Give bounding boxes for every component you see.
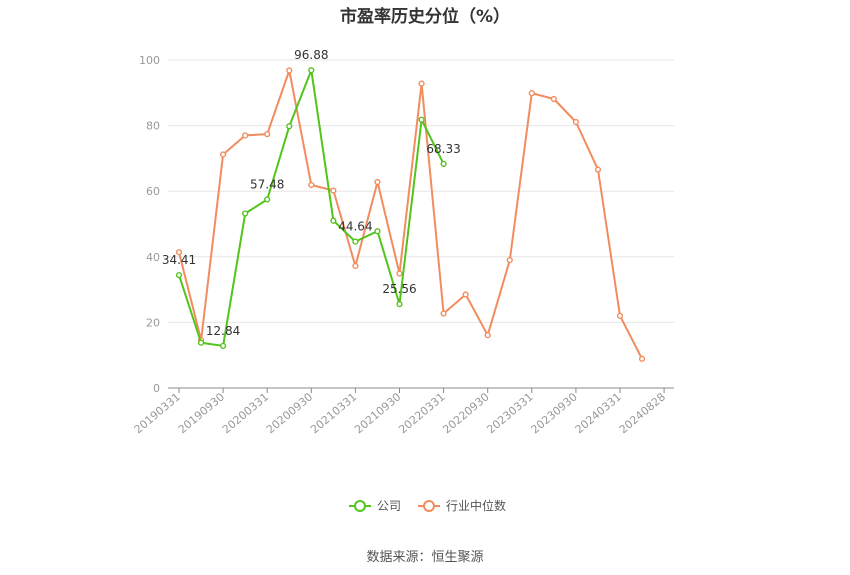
legend-marker	[423, 500, 435, 512]
x-tick-label: 20230930	[529, 390, 580, 436]
legend-label: 行业中位数	[446, 498, 506, 513]
chart-title: 市盈率历史分位（%）	[339, 7, 511, 27]
data-point	[308, 181, 315, 189]
grid-layer	[168, 59, 674, 323]
data-point	[440, 160, 447, 167]
data-point	[506, 256, 513, 264]
data-point	[374, 228, 381, 235]
data-point	[264, 196, 271, 203]
data-point	[418, 80, 425, 87]
data-label: 12.84	[206, 324, 240, 338]
data-point	[330, 217, 337, 224]
x-tick-label: 20190331	[132, 390, 183, 436]
data-point	[220, 151, 227, 158]
data-point	[264, 131, 271, 138]
x-tick-label: 20200331	[220, 390, 271, 436]
x-tick-label: 20240331	[573, 390, 624, 436]
data-point	[418, 116, 425, 123]
y-tick-label: 40	[146, 251, 160, 264]
data-point	[286, 67, 293, 74]
series-line	[178, 69, 643, 360]
series-layer	[175, 67, 646, 362]
data-point	[175, 272, 183, 279]
data-point	[242, 210, 249, 217]
data-point	[484, 332, 491, 339]
series-line	[178, 69, 445, 347]
data-point	[616, 312, 624, 319]
y-tick-label: 20	[146, 316, 160, 329]
data-point	[462, 291, 469, 298]
data-label: 34.41	[162, 253, 196, 267]
x-tick-label: 20190930	[176, 390, 227, 436]
data-point	[175, 249, 183, 256]
data-point	[286, 123, 293, 130]
y-tick-label: 100	[139, 54, 160, 67]
x-tick-label: 20210930	[352, 390, 403, 436]
data-label: 96.88	[294, 48, 328, 62]
data-label: 44.64	[338, 220, 372, 234]
x-tick-label: 20220930	[440, 390, 491, 436]
data-label: 57.48	[250, 177, 284, 191]
data-label: 68.33	[426, 142, 460, 156]
data-point	[638, 355, 646, 362]
legend-label: 公司	[377, 499, 401, 513]
x-tick-label: 20220331	[396, 390, 447, 436]
data-point	[352, 238, 359, 245]
x-tick-label: 20240828	[617, 390, 668, 436]
data-point	[550, 95, 557, 103]
y-tick-label: 0	[153, 382, 160, 395]
data-point	[308, 67, 315, 74]
data-point	[330, 187, 337, 194]
data-point	[197, 339, 205, 346]
data-point	[352, 262, 359, 270]
legend: 公司 行业中位数	[349, 498, 506, 513]
data-point	[594, 166, 602, 173]
data-point	[396, 301, 403, 308]
source-note: 数据来源：恒生聚源	[366, 550, 484, 565]
data-label-layer: 34.41 12.84 57.48 96.88 44.64 25.56 68.33	[162, 48, 461, 338]
x-tick-label: 20210331	[308, 390, 359, 436]
legend-marker	[354, 500, 366, 512]
data-point	[528, 90, 535, 97]
data-point	[220, 342, 227, 349]
data-point	[396, 270, 403, 277]
x-tick-label: 20200930	[264, 390, 315, 436]
data-point	[242, 132, 249, 139]
y-tick-label: 60	[146, 185, 160, 198]
data-label: 25.56	[382, 282, 416, 296]
data-point	[374, 178, 381, 186]
data-point	[572, 118, 580, 126]
data-point	[440, 310, 447, 317]
y-tick-label: 80	[146, 120, 160, 133]
x-tick-label: 20230331	[484, 390, 535, 436]
